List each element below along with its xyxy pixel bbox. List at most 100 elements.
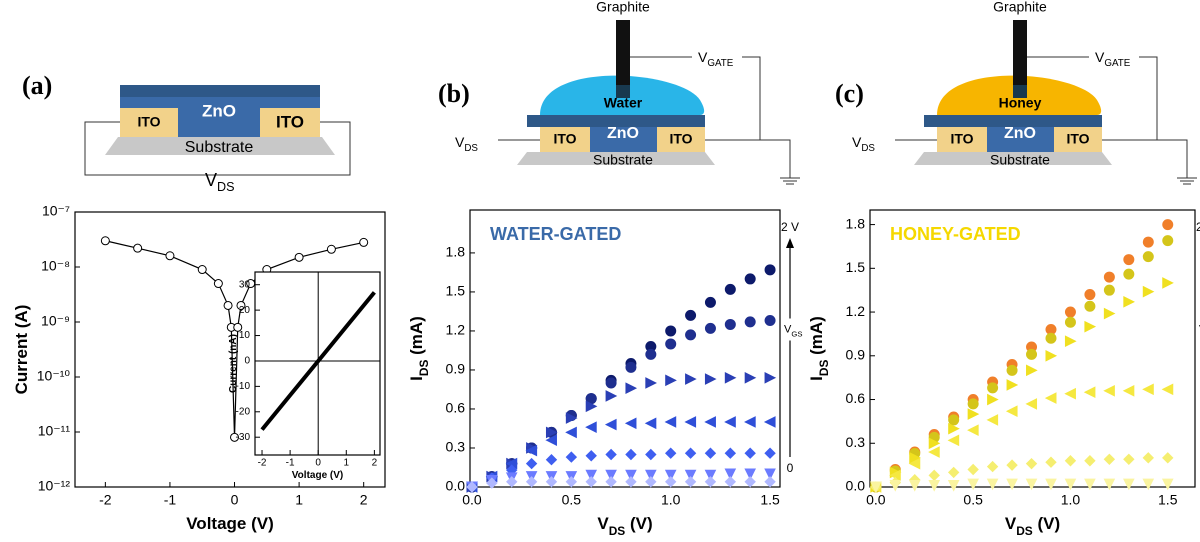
marker [704,469,717,482]
marker [1123,268,1135,280]
marker [585,469,598,482]
ito-pad [657,127,705,152]
text-part: (mA) [407,316,426,359]
chart-annotation: WATER-GATED [490,224,621,244]
marker [908,457,921,470]
marker [1142,478,1155,491]
marker [947,466,960,479]
y-tick-label: 30 [239,279,251,290]
marker [565,476,578,488]
marker [928,446,940,458]
marker [685,373,697,385]
text-part: V [698,49,708,65]
marker [870,481,882,494]
marker [1103,307,1116,320]
x-tick-label: 0.5 [562,492,582,508]
ito-label: ITO [553,131,576,147]
y-tick-label: 10⁻¹⁰ [37,368,71,384]
marker [724,318,736,330]
x-tick-label: -1 [164,492,177,508]
text-part: V [1095,49,1105,65]
marker [928,437,941,450]
marker [724,416,736,428]
marker [1103,284,1115,296]
ito-label: ITO [1066,131,1089,147]
marker [764,315,776,327]
marker [605,377,617,389]
marker [359,237,369,247]
graphite-tip [1013,85,1027,98]
marker [506,476,518,488]
x-axis-label: Voltage (V) [186,514,274,533]
marker [233,322,243,332]
marker [665,338,677,350]
marker [645,377,657,389]
ito-pad [260,108,320,137]
vgate-label: VGATE [698,49,734,69]
marker [1084,300,1096,312]
panel-label: (a) [22,71,52,100]
graphite-label: Graphite [993,0,1047,15]
marker [986,414,999,426]
marker [1064,387,1076,400]
marker [213,279,223,289]
marker [1005,405,1018,417]
marker [684,447,697,459]
text-part: V [1005,514,1017,533]
marker [967,424,979,436]
marker [625,476,637,488]
y-axis-label: IDS (mA) [407,316,431,381]
marker [644,417,657,430]
text-part: V [852,134,862,150]
marker [744,447,756,459]
marker [1142,236,1154,248]
x-axis-label: VDS (V) [597,514,652,538]
marker [1006,364,1018,376]
marker [1123,254,1135,266]
marker [1064,306,1076,318]
marker [604,418,617,431]
graphite-tip [616,85,630,98]
marker [928,480,941,492]
marker [1123,478,1135,491]
y-tick-label: 10⁻⁸ [41,258,70,274]
y-axis-label: IDS (mA) [807,316,831,381]
subscript: DS [464,143,478,154]
marker [645,476,657,488]
subscript: DS [1016,524,1033,538]
vds-label: VDS [205,170,235,195]
electrolyte-label: Honey [999,95,1042,111]
marker [545,476,558,488]
y-tick-label: 0.9 [846,346,866,362]
marker [625,448,637,461]
y-axis-label: Current (nA) [228,334,239,393]
marker [1025,457,1038,470]
marker [605,476,617,488]
marker [1026,348,1038,360]
substrate-label: Substrate [593,152,653,168]
y-tick-label: -20 [236,406,251,417]
x-tick-label: 0 [315,458,321,469]
marker [764,371,777,384]
marker [764,476,776,488]
y-tick-label: 0.6 [846,390,866,406]
marker [585,400,598,413]
marker [685,309,697,321]
text-part: Voltage (V) [186,514,274,533]
x-axis-label: VDS (V) [1005,514,1060,538]
marker [967,478,979,491]
y-tick-label: 10⁻¹¹ [38,423,71,439]
zno-layer [590,127,657,152]
x-tick-label: 1.0 [1061,492,1081,508]
text-part: Voltage (V) [292,470,343,481]
x-tick-label: 0.0 [462,492,482,508]
x-axis-label: Voltage (V) [292,470,343,481]
ito-label: ITO [276,112,304,131]
marker [1084,478,1096,491]
gate-top-label: 2 V [1196,220,1200,234]
marker [764,468,776,481]
marker [1045,332,1057,344]
marker [230,432,240,442]
marker [1044,392,1057,404]
